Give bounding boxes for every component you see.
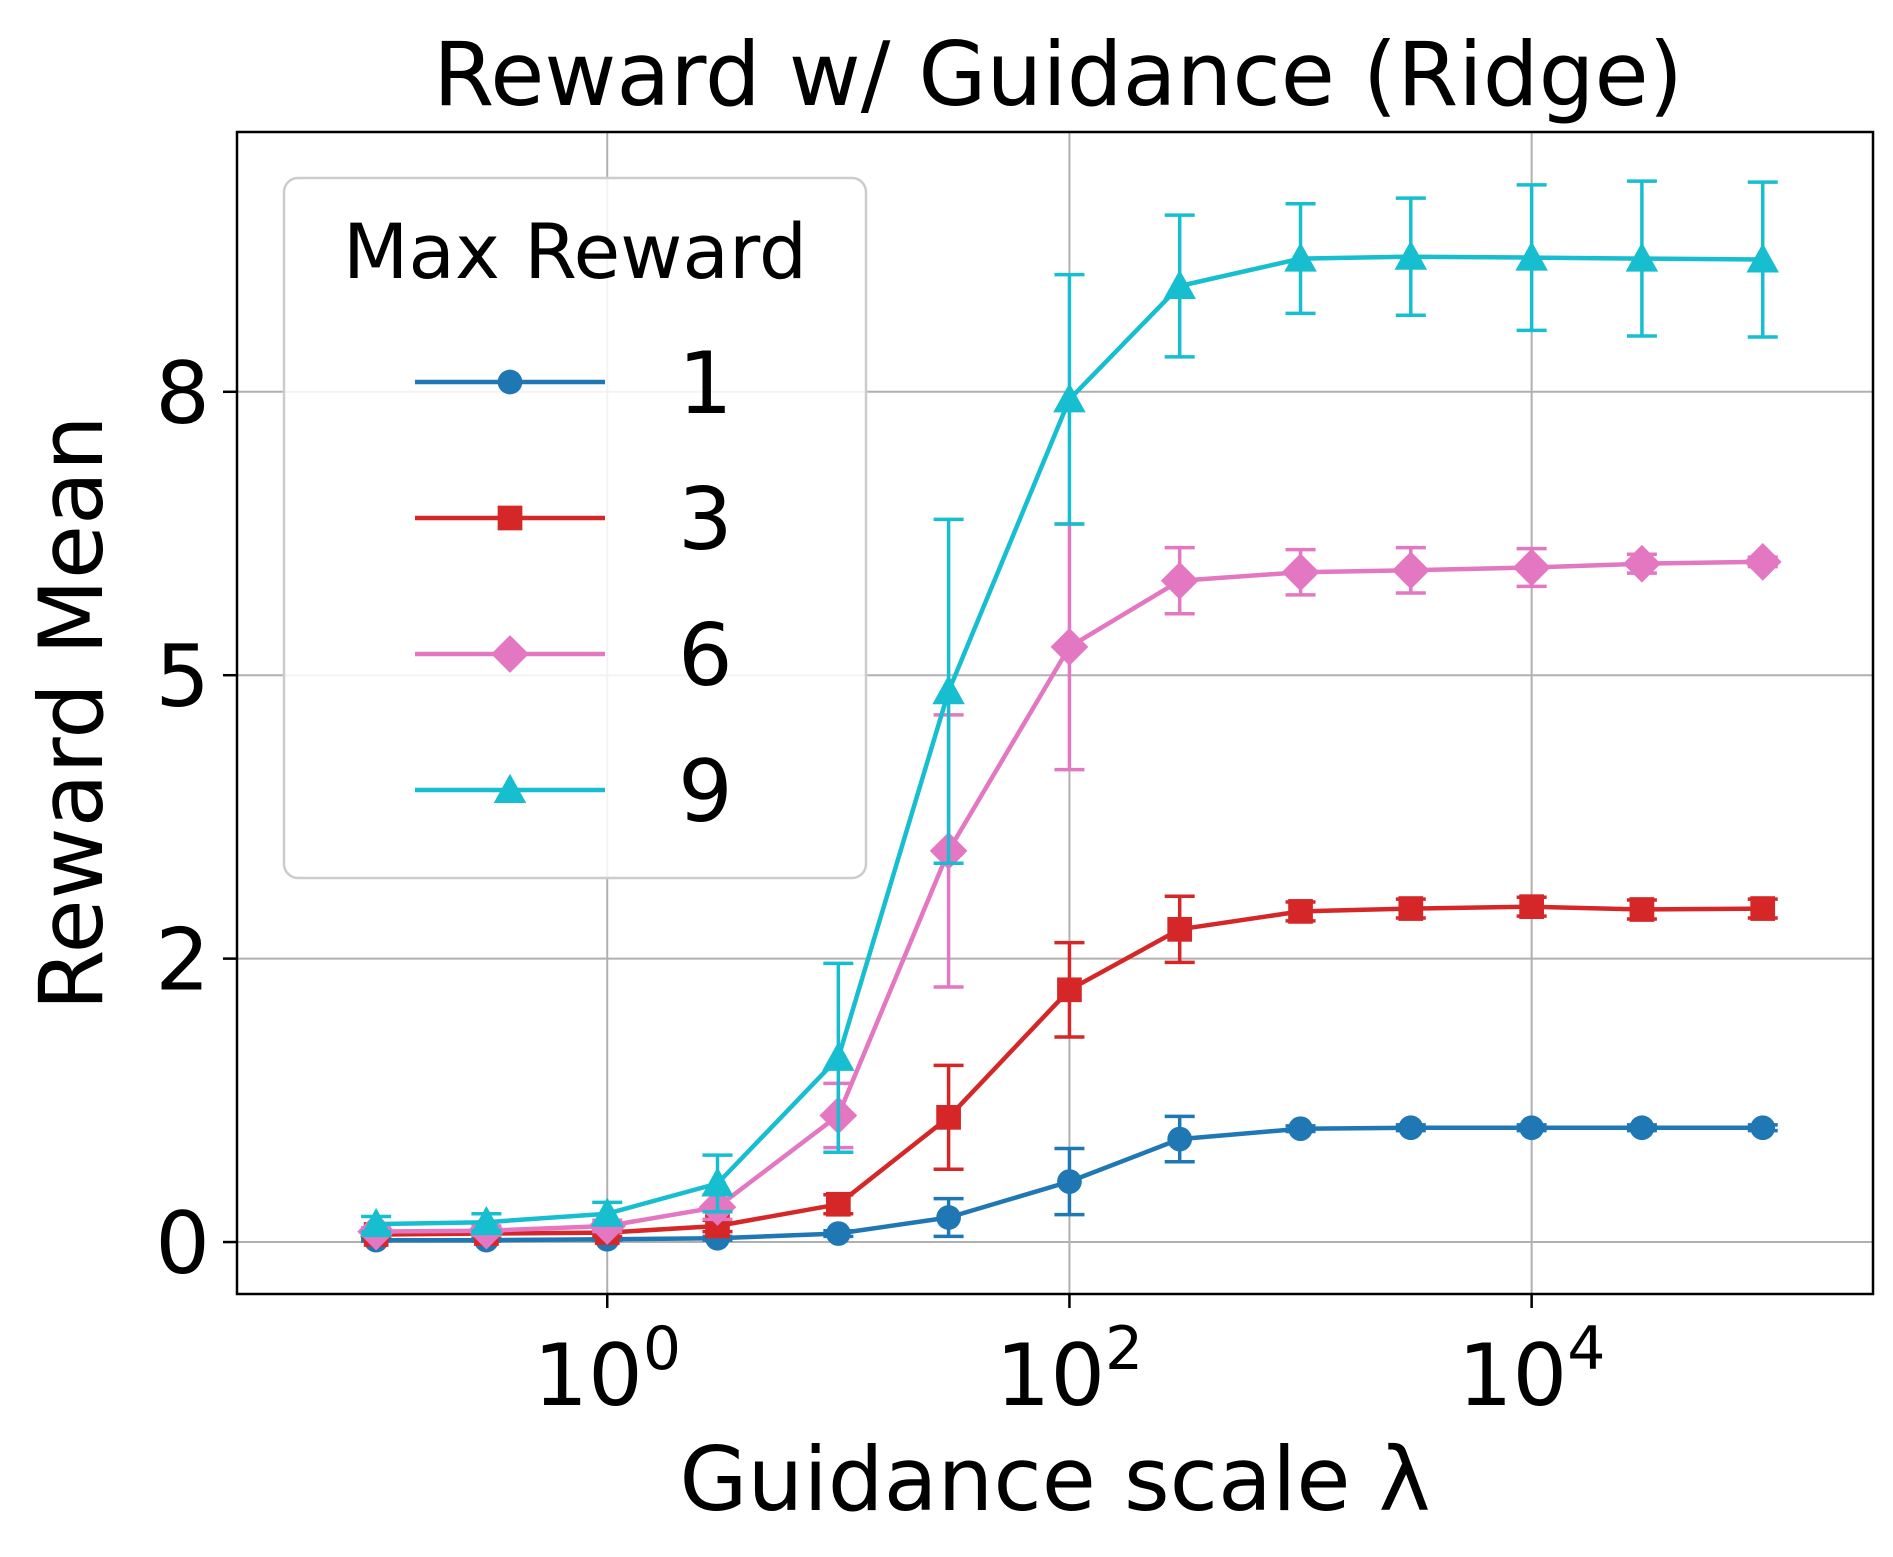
data-point — [1625, 242, 1659, 272]
data-point — [1398, 896, 1424, 921]
data-point — [1398, 1115, 1424, 1141]
data-point — [825, 1221, 851, 1246]
legend-marker-6 — [491, 635, 529, 673]
data-point — [470, 1205, 503, 1236]
data-point — [1284, 242, 1317, 272]
data-point — [1629, 1115, 1655, 1141]
data-point — [1057, 1169, 1082, 1194]
data-point — [1515, 241, 1548, 271]
legend-marker-9 — [493, 773, 527, 803]
data-point — [1167, 916, 1193, 942]
y-axis-label: Reward Mean — [20, 415, 123, 1010]
legend-marker-3 — [497, 505, 523, 531]
data-point — [936, 1104, 961, 1130]
legend-label-1: 1 — [678, 334, 733, 434]
legend-label-3: 3 — [678, 470, 733, 570]
data-point — [936, 1205, 961, 1230]
data-point — [1281, 553, 1320, 592]
x-tick-label: 104 — [1458, 1314, 1606, 1426]
y-tick-label: 0 — [155, 1194, 210, 1294]
x-tick-label-exponent: 0 — [643, 1314, 681, 1384]
data-point — [1512, 548, 1551, 587]
data-point — [1163, 269, 1196, 299]
series-9 — [359, 179, 1779, 1238]
data-point — [1057, 977, 1082, 1003]
data-point — [590, 1197, 624, 1227]
data-point — [1394, 240, 1428, 270]
legend-label-9: 9 — [678, 742, 733, 842]
data-point — [1746, 243, 1779, 273]
data-point — [1391, 551, 1430, 590]
x-tick-label: 100 — [533, 1314, 681, 1426]
x-axis-label: Guidance scale λ — [679, 1428, 1430, 1531]
chart-title: Reward w/ Guidance (Ridge) — [433, 23, 1683, 126]
data-point — [932, 675, 965, 705]
data-point — [1167, 1126, 1193, 1152]
legend-title: Max Reward — [343, 207, 807, 296]
data-point — [1623, 544, 1661, 583]
x-tick-label-base: 10 — [996, 1326, 1105, 1426]
plot-area — [357, 179, 1782, 1253]
legend-label-6: 6 — [678, 606, 733, 706]
data-point — [1160, 561, 1199, 600]
data-point — [1750, 896, 1776, 921]
data-point — [1629, 897, 1655, 922]
data-point — [359, 1207, 393, 1238]
data-point — [701, 1167, 734, 1197]
data-point — [1743, 542, 1782, 581]
x-tick-label: 102 — [996, 1314, 1144, 1426]
legend-marker-1 — [497, 369, 523, 395]
y-tick-label: 8 — [155, 344, 210, 444]
x-tick-label-base: 10 — [533, 1326, 642, 1426]
legend-box — [282, 176, 868, 880]
x-tick-label-exponent: 2 — [1105, 1314, 1143, 1384]
x-tick-label-exponent: 4 — [1567, 1314, 1605, 1384]
plot-frame — [235, 130, 1875, 1296]
y-tick-label: 5 — [155, 627, 210, 727]
legend: Max Reward 1 3 6 9 — [282, 176, 868, 880]
data-point — [1519, 1115, 1544, 1141]
data-point — [1519, 894, 1544, 920]
data-point — [1050, 628, 1089, 666]
x-tick-label-base: 10 — [1458, 1326, 1567, 1426]
data-point — [1288, 899, 1313, 924]
data-point — [825, 1191, 851, 1217]
data-point — [1750, 1115, 1776, 1141]
data-point — [822, 1041, 855, 1071]
data-point — [1288, 1116, 1313, 1142]
data-point — [1053, 383, 1086, 413]
y-tick-label: 2 — [155, 911, 210, 1011]
